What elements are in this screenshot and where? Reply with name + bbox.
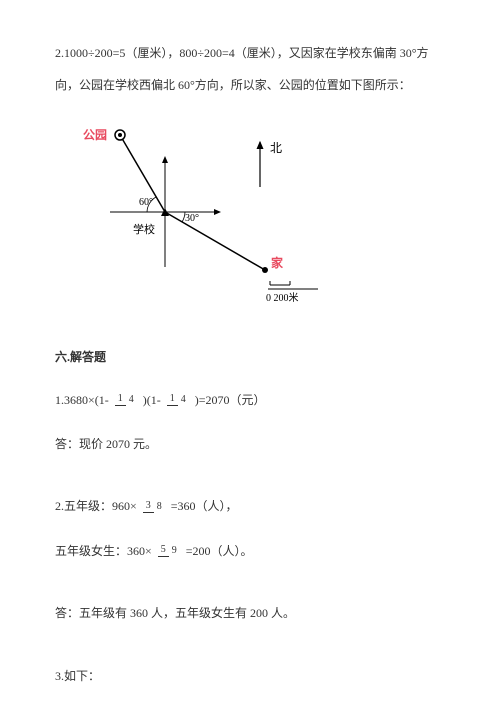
svg-text:学校: 学校 [133, 222, 155, 236]
svg-text:30°: 30° [185, 213, 199, 224]
q1-suffix: )=2070（元） [195, 387, 266, 413]
q2-l2-suffix: =200（人）。 [186, 538, 253, 564]
q2-l1-frac-num: 3 [143, 501, 154, 513]
position-diagram: 北 公园家 60° 30° 学校 0 200米 [75, 117, 445, 316]
q1-frac1-den: 4 [126, 394, 137, 405]
q1-frac2-num: 1 [167, 394, 178, 406]
q1-frac-1: 1 4 [115, 394, 137, 406]
q1-expression: 1.3680×(1- 1 4 )(1- 1 4 )=2070（元） [55, 387, 445, 413]
q2-l2-frac-num: 5 [158, 545, 169, 557]
q2-l1-prefix: 2.五年级：960× [55, 493, 137, 519]
intro-line-1: 2.1000÷200=5（厘米），800÷200=4（厘米），又因家在学校东偏南… [55, 40, 445, 66]
svg-text:公园: 公园 [83, 128, 107, 142]
svg-text:北: 北 [270, 141, 282, 155]
q1-frac1-num: 1 [115, 394, 126, 406]
q1-frac2-den: 4 [178, 394, 189, 405]
svg-text:0 200米: 0 200米 [266, 291, 299, 304]
q1-mid: )(1- [143, 387, 161, 413]
q2-l1-frac-den: 8 [154, 501, 165, 512]
q1-prefix: 1.3680×(1- [55, 387, 109, 413]
q2-answer: 答：五年级有 360 人，五年级女生有 200 人。 [55, 600, 445, 626]
q1-frac-2: 1 4 [167, 394, 189, 406]
q1-answer: 答：现价 2070 元。 [55, 431, 445, 457]
svg-text:家: 家 [271, 255, 284, 270]
q2-line-2: 五年级女生：360× 5 9 =200（人）。 [55, 538, 445, 564]
q2-l2-frac: 5 9 [158, 545, 180, 557]
q3-text: 3.如下： [55, 663, 445, 689]
svg-text:60°: 60° [139, 197, 153, 208]
q2-line-1: 2.五年级：960× 3 8 =360（人）， [55, 493, 445, 519]
section-6-title: 六.解答题 [55, 344, 445, 370]
q2-l2-frac-den: 9 [169, 545, 180, 556]
q2-l1-frac: 3 8 [143, 501, 165, 513]
intro-line-2: 向，公园在学校西偏北 60°方向，所以家、公园的位置如下图所示： [55, 72, 445, 98]
q2-l1-suffix: =360（人）， [171, 493, 238, 519]
q2-l2-prefix: 五年级女生：360× [55, 538, 152, 564]
